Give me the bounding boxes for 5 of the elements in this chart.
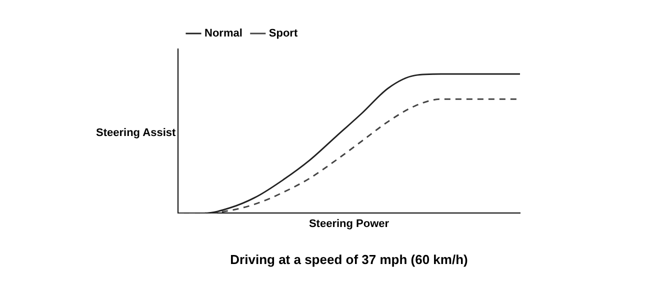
x-axis-title: Steering Power [308, 218, 390, 230]
legend-label: Sport [268, 28, 298, 40]
legend-label: Normal [204, 28, 242, 40]
y-axis-title: Steering Assist [96, 127, 176, 139]
text: Driving at a speed of 37 mph (60 km/h) [230, 252, 468, 267]
